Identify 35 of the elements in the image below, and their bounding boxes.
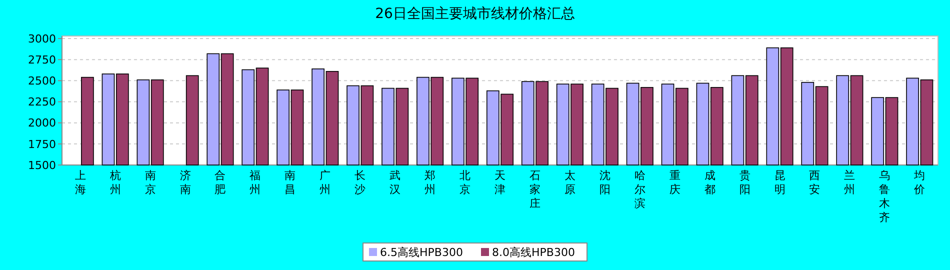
x-tick-label: 均价	[913, 169, 926, 196]
x-tick-label: 乌鲁木齐	[879, 169, 890, 224]
x-tick-label: 济南	[180, 169, 191, 196]
x-tick-label: 成都	[704, 169, 716, 196]
x-tick-label: 杭州	[108, 169, 121, 196]
x-tick-label: 南昌	[284, 169, 296, 196]
x-tick-label: 石家庄	[529, 169, 540, 210]
y-tick-label: 2250	[28, 96, 56, 109]
x-tick-label: 南京	[144, 169, 156, 196]
chart-title: 26日全国主要城市线材价格汇总	[375, 6, 575, 22]
x-tick-label: 上海	[74, 169, 86, 196]
x-tick-label: 武汉	[390, 169, 401, 196]
legend-label: 8.0高线HPB300	[492, 246, 575, 259]
y-tick-label: 1500	[28, 158, 56, 172]
x-tick-label: 太原	[564, 169, 576, 196]
x-tick-label: 贵阳	[739, 169, 750, 196]
x-tick-label: 合肥	[214, 169, 226, 196]
x-tick-label: 哈尔滨	[634, 169, 646, 210]
legend-label: 6.5高线HPB300	[380, 246, 463, 259]
x-tick-label: 北京	[460, 169, 471, 196]
y-tick-label: 2500	[28, 74, 56, 88]
y-tick-label: 3000	[28, 32, 56, 46]
x-tick-label: 西安	[809, 169, 820, 196]
y-tick-label: 1750	[28, 138, 56, 151]
y-tick-label: 2000	[28, 116, 56, 130]
x-tick-label: 沈阳	[599, 169, 610, 196]
x-tick-label: 郑州	[424, 169, 436, 196]
x-tick-label: 广州	[320, 169, 331, 196]
x-tick-label: 兰州	[844, 169, 856, 196]
x-tick-label: 昆明	[774, 169, 786, 196]
x-tick-label: 长沙	[354, 169, 366, 196]
x-tick-label: 重庆	[669, 169, 680, 196]
x-tick-label: 福州	[250, 169, 261, 196]
y-tick-label: 2750	[28, 53, 56, 66]
x-tick-label: 天津	[494, 169, 506, 196]
